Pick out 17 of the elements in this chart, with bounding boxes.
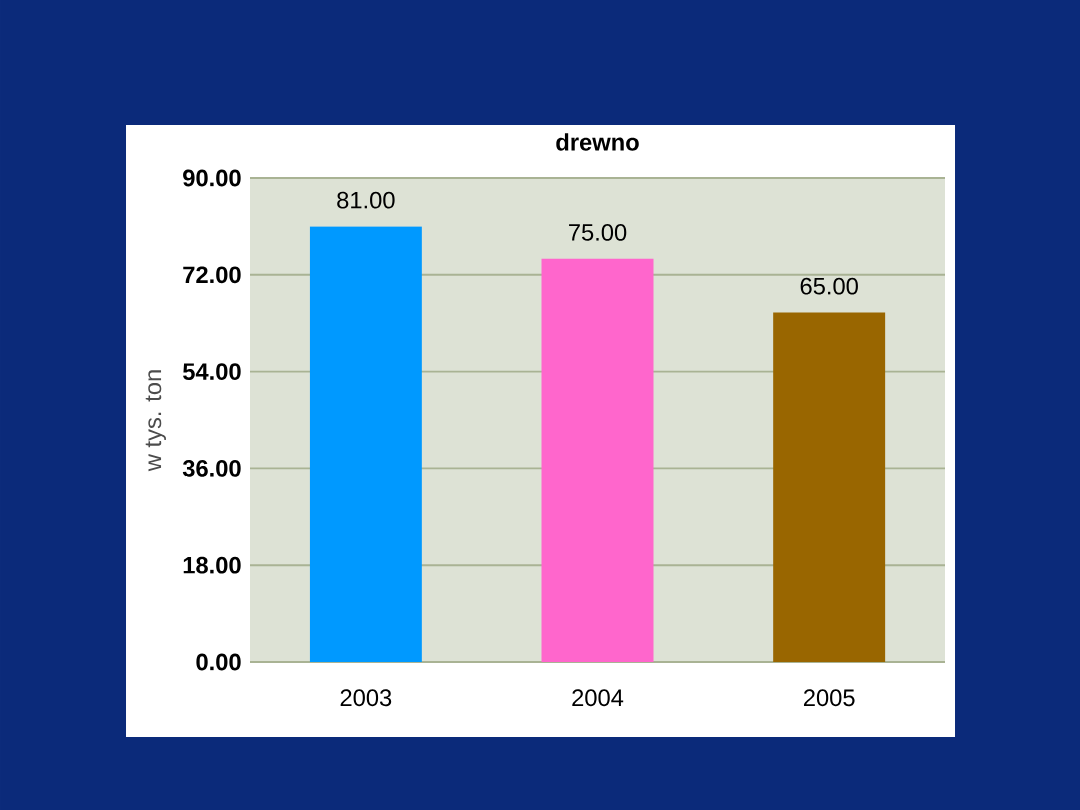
- data-label: 65.00: [800, 277, 858, 295]
- bar: [309, 226, 422, 662]
- data-label: 75.00: [569, 224, 627, 241]
- y-axis-title: w tys. ton: [145, 370, 166, 472]
- y-tick-label: 18.00: [183, 556, 241, 574]
- x-tick-label: 2005: [803, 689, 855, 707]
- y-tick-label: 90.00: [183, 169, 241, 187]
- y-tick-label: 36.00: [182, 459, 241, 477]
- x-tick-label: 2004: [572, 689, 624, 707]
- y-tick-label: 54.00: [183, 363, 241, 380]
- bar: [773, 312, 886, 662]
- x-tick-label: 2003: [340, 689, 392, 707]
- y-tick-label: 0.00: [196, 653, 241, 671]
- data-label: 81.00: [337, 191, 395, 209]
- chart-title: drewno: [556, 133, 639, 151]
- y-tick-label: 72.00: [183, 266, 241, 284]
- bar: [541, 258, 654, 662]
